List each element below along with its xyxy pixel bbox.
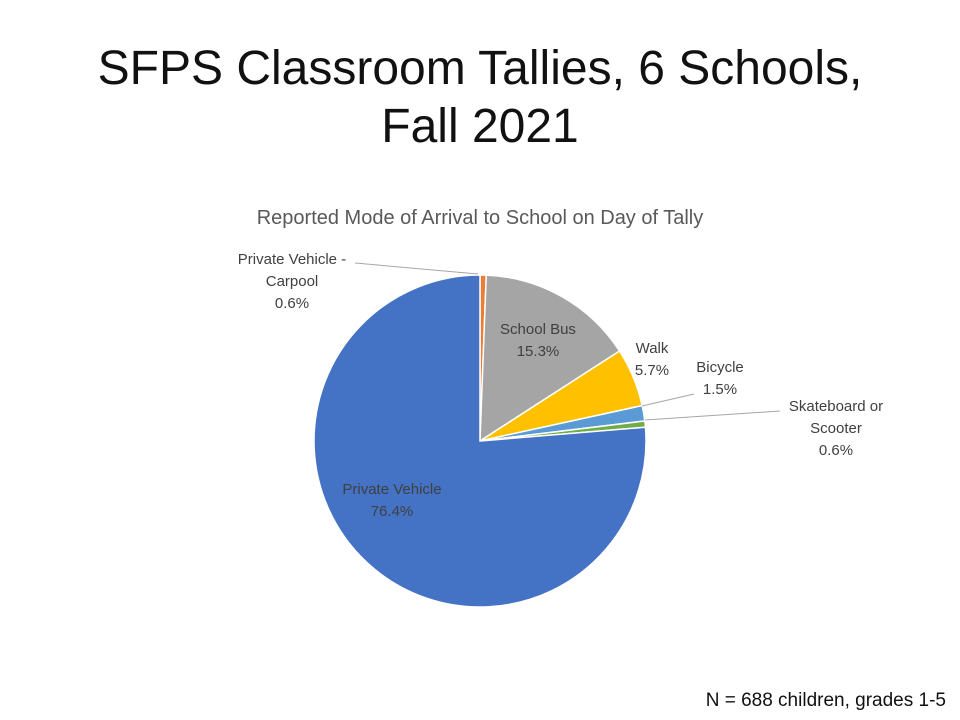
data-label: School Bus 15.3% [500,321,576,360]
data-label-category: Scooter [810,420,862,437]
data-label-category: Carpool [266,273,319,290]
data-label-category: School Bus [500,321,576,338]
data-label: Private Vehicle 76.4% [342,481,441,520]
sample-size-note: N = 688 children, grades 1-5 [705,690,946,711]
data-label-value: 0.6% [819,442,853,459]
slide-title: SFPS Classroom Tallies, 6 Schools, Fall … [40,40,920,156]
data-label: Walk 5.7% [635,340,669,379]
leader-line [644,410,781,421]
data-label-category: Walk [636,340,669,357]
data-label-value: 5.7% [635,362,669,379]
data-labels: Private Vehicle - Carpool 0.6% School Bus 15… [238,251,883,520]
data-label-category: Private Vehicle - [238,251,346,268]
slide-title-line-2: Fall 2021 [381,100,579,153]
leader-line [641,393,695,407]
chart-title: Reported Mode of Arrival to School on Da… [257,207,704,229]
data-label-value: 1.5% [703,381,737,398]
data-label-value: 76.4% [371,503,414,520]
pie-slice-private-vehicle [313,274,647,608]
data-label: Private Vehicle - Carpool 0.6% [238,251,346,312]
data-label-value: 15.3% [517,343,560,360]
slide-title-line-1: SFPS Classroom Tallies, 6 Schools, [97,42,863,95]
pie-slices [313,274,647,608]
data-label-category: Bicycle [696,359,744,376]
pie-slice-school-bus [479,274,621,443]
data-label-value: 0.6% [275,295,309,312]
data-label: Skateboard or Scooter 0.6% [789,398,883,459]
data-label: Bicycle 1.5% [696,359,744,398]
data-label-category: Skateboard or [789,398,883,415]
data-label-category: Private Vehicle [342,481,441,498]
leader-lines [354,262,781,421]
leader-line [354,262,479,275]
